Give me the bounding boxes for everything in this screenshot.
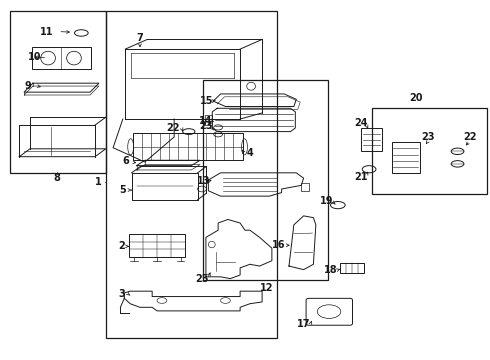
Bar bbox=[10, 12, 106, 173]
Bar bbox=[372, 108, 487, 194]
Text: 14: 14 bbox=[199, 116, 213, 126]
Text: 22: 22 bbox=[167, 123, 180, 133]
Text: 7: 7 bbox=[137, 33, 143, 43]
Text: 1: 1 bbox=[95, 177, 102, 187]
Text: 24: 24 bbox=[355, 118, 368, 128]
Text: 11: 11 bbox=[40, 27, 54, 36]
Bar bbox=[301, 183, 310, 191]
Text: 22: 22 bbox=[463, 132, 476, 142]
Text: 4: 4 bbox=[246, 148, 253, 158]
Text: 18: 18 bbox=[324, 265, 337, 275]
Text: 20: 20 bbox=[409, 93, 423, 103]
Bar bbox=[132, 173, 197, 200]
Bar bbox=[203, 80, 328, 280]
Text: 16: 16 bbox=[271, 240, 285, 250]
Text: 6: 6 bbox=[122, 156, 129, 166]
Text: 9: 9 bbox=[24, 81, 31, 91]
Bar bbox=[205, 115, 212, 125]
Text: 15: 15 bbox=[200, 96, 214, 106]
Text: 23: 23 bbox=[199, 121, 213, 131]
Text: 23: 23 bbox=[421, 132, 435, 142]
Text: 10: 10 bbox=[28, 52, 42, 62]
Text: 12: 12 bbox=[260, 283, 274, 293]
Bar bbox=[392, 142, 420, 173]
Text: 25: 25 bbox=[196, 274, 209, 284]
Text: 2: 2 bbox=[118, 241, 125, 251]
Text: 8: 8 bbox=[53, 173, 60, 183]
Text: 17: 17 bbox=[297, 319, 310, 329]
Bar bbox=[340, 263, 364, 273]
Bar bbox=[106, 12, 277, 338]
Text: 21: 21 bbox=[355, 172, 368, 182]
Bar bbox=[32, 47, 91, 69]
Text: 5: 5 bbox=[120, 185, 126, 195]
Text: 13: 13 bbox=[197, 176, 211, 186]
Bar bbox=[361, 128, 382, 151]
Bar bbox=[133, 134, 243, 160]
Text: 19: 19 bbox=[320, 196, 334, 206]
Text: 3: 3 bbox=[118, 289, 125, 299]
Bar bbox=[129, 234, 185, 257]
